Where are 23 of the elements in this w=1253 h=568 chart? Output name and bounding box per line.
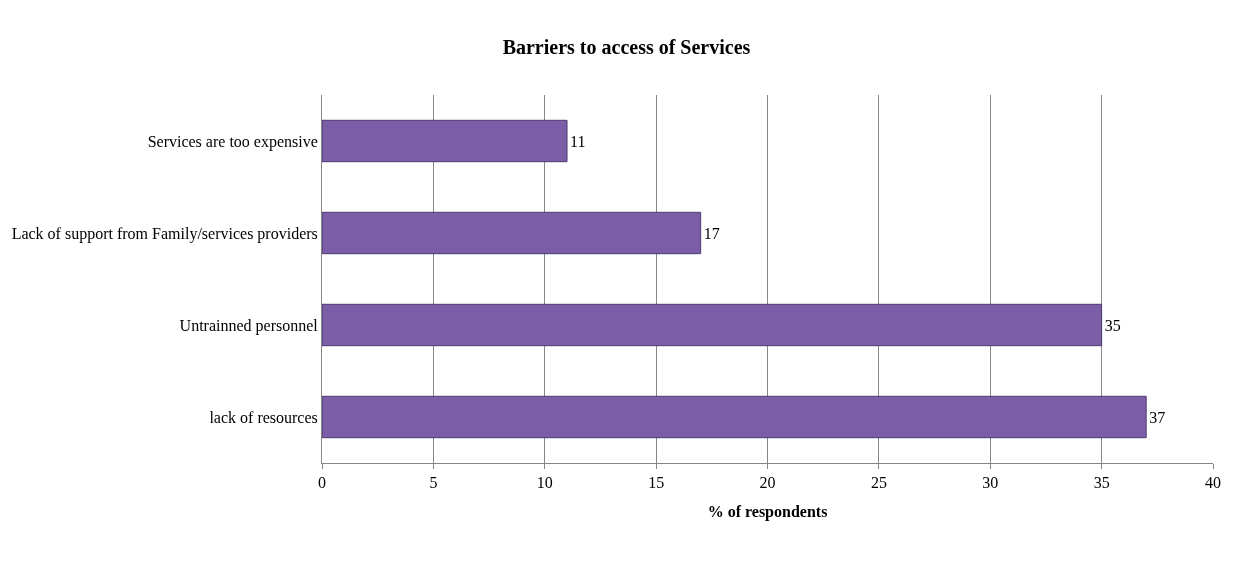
- x-tick-label: 40: [1205, 474, 1221, 492]
- data-label: 17: [703, 224, 720, 242]
- y-tick-label: lack of resources: [209, 408, 318, 426]
- x-axis-title: % of respondents: [707, 502, 828, 521]
- x-tick-label: 15: [648, 474, 665, 492]
- x-tick-label: 35: [1093, 474, 1110, 492]
- data-label: 37: [1149, 408, 1166, 426]
- data-label: 35: [1104, 316, 1121, 334]
- y-tick-label: Lack of support from Family/services providers: [11, 224, 318, 243]
- x-tick-label: 10: [536, 474, 553, 492]
- x-tick-label: 5: [429, 474, 438, 492]
- bar: [322, 395, 1147, 439]
- bar: [322, 303, 1103, 347]
- bar: [322, 119, 568, 163]
- data-label: 11: [570, 132, 586, 150]
- x-tick-label: 20: [759, 474, 776, 492]
- x-tick-label: 30: [982, 474, 999, 492]
- x-tick-label: 25: [870, 474, 887, 492]
- x-tick-label: 0: [318, 474, 326, 492]
- y-tick-label: Untrainned personnel: [179, 316, 319, 335]
- chart-title: Barriers to access of Services: [502, 35, 751, 58]
- y-tick-label: Services are too expensive: [147, 132, 318, 151]
- bar: [322, 211, 702, 255]
